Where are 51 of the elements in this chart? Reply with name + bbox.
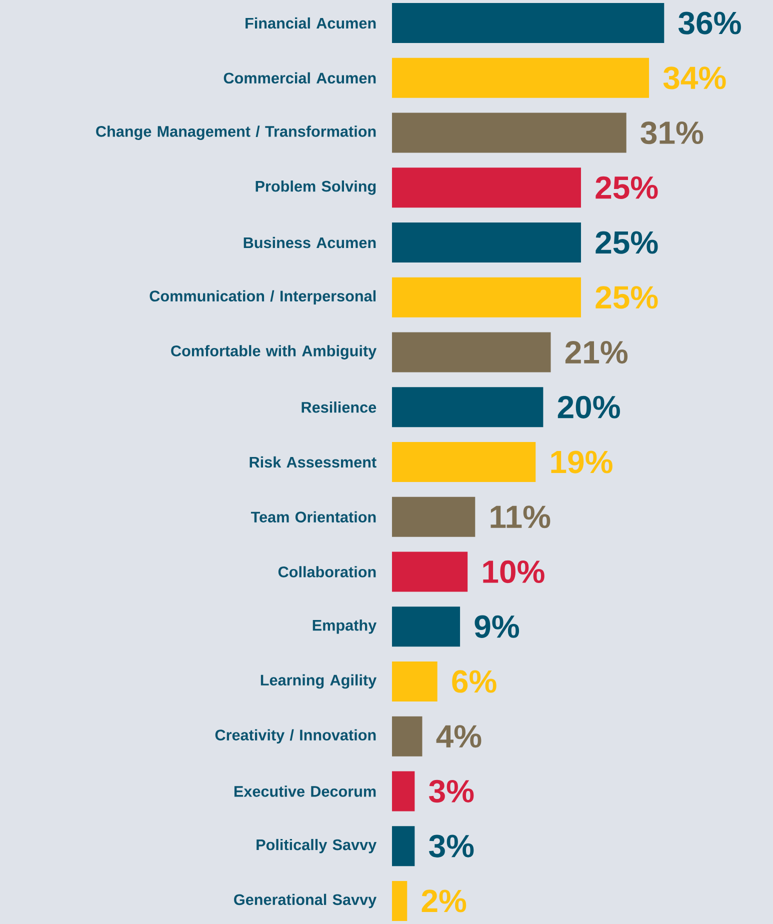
y-tick-label: Collaboration	[278, 566, 376, 578]
y-tick-label: Change Management / Transformation	[96, 126, 376, 140]
bar	[392, 826, 415, 866]
bar	[392, 442, 536, 482]
y-tick-label: Team Orientation	[250, 511, 376, 522]
bar	[392, 661, 438, 702]
data-label: 21%	[565, 340, 628, 364]
y-tick-label: Commercial Acumen	[224, 72, 376, 84]
data-label: 2%	[422, 890, 466, 912]
bar	[392, 222, 581, 263]
y-tick-label: Generational Savvy	[234, 894, 377, 908]
data-label: 3%	[429, 780, 474, 803]
y-tick-label: Business Acumen	[244, 236, 376, 248]
bar	[392, 387, 544, 428]
y-tick-label: Financial Acumen	[246, 17, 376, 29]
bar	[392, 332, 551, 372]
data-label: 4%	[436, 725, 482, 748]
bar	[392, 552, 468, 592]
data-label: 31%	[640, 121, 704, 144]
bar	[392, 880, 408, 921]
bar	[392, 716, 422, 756]
bar	[392, 771, 415, 812]
bar	[392, 168, 581, 208]
bar	[392, 606, 460, 647]
data-label: 36%	[678, 12, 741, 34]
data-label: 25%	[596, 231, 658, 254]
data-label: 9%	[474, 615, 520, 638]
y-tick-label: Resilience	[302, 402, 376, 413]
y-tick-label: Problem Solving	[256, 180, 376, 195]
data-label: 19%	[551, 450, 612, 474]
y-tick-label: Politically Savvy	[256, 838, 377, 854]
bar	[392, 496, 476, 537]
data-label: 3%	[429, 834, 474, 858]
bar	[392, 112, 626, 153]
y-tick-label: Empathy	[312, 619, 377, 634]
y-tick-label: Creativity / Innovation	[215, 729, 376, 744]
data-label: 34%	[663, 66, 726, 90]
data-label: 25%	[596, 176, 658, 199]
bar	[392, 3, 664, 44]
y-tick-label: Comfortable with Ambiguity	[171, 345, 377, 360]
y-tick-label: Communication / Interpersonal	[150, 290, 376, 305]
data-label: 20%	[558, 396, 620, 418]
data-label: 25%	[596, 286, 658, 309]
data-label: 11%	[490, 506, 550, 528]
data-label: 10%	[483, 560, 544, 584]
y-tick-label: Executive Decorum	[234, 786, 376, 797]
data-label: 6%	[452, 670, 496, 693]
bar	[392, 277, 581, 318]
y-tick-label: Risk Assessment	[250, 456, 376, 468]
bar	[392, 58, 650, 98]
y-tick-label: Learning Agility	[260, 674, 377, 689]
